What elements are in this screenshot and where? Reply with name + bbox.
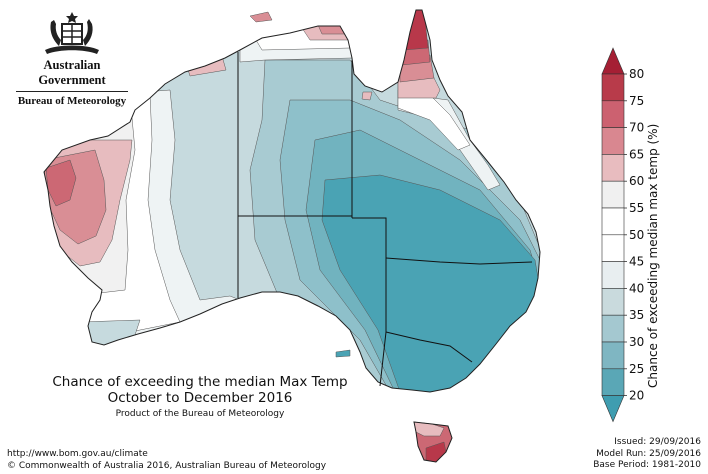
contour-york-55 — [397, 89, 471, 151]
legend-tick-label: 75 — [629, 94, 644, 108]
footer-url: http://www.bom.gov.au/climate — [7, 449, 148, 459]
issued-date: Issued: 29/09/2016 — [614, 437, 701, 447]
legend-tick-label: 50 — [629, 228, 644, 242]
map-credit: Product of the Bureau of Meteorology — [115, 409, 285, 419]
colour-legend: 80 75 70 65 60 55 50 45 40 35 30 25 20 — [601, 47, 644, 423]
legend-arrow-down — [601, 395, 625, 423]
legend-tick-label: 80 — [629, 67, 644, 81]
issue-info: Issued: 29/09/2016 Model Run: 25/09/2016… — [593, 437, 701, 472]
legend-tick-label: 70 — [629, 121, 644, 135]
coastline — [43, 9, 541, 393]
logo-divider — [16, 91, 128, 92]
legend-swatch — [601, 341, 625, 370]
legend-swatch — [601, 154, 625, 182]
legend-swatch — [601, 368, 625, 396]
tasmania-outline — [413, 421, 453, 463]
legend-tick-label: 20 — [629, 389, 644, 403]
kangaroo-island — [335, 349, 351, 358]
legend-swatch — [601, 234, 625, 262]
bom-logo: Australian Government Bureau of Meteorol… — [12, 10, 132, 107]
coat-of-arms-icon — [45, 12, 99, 54]
legend-tick-label: 40 — [629, 281, 644, 295]
legend-tick-label: 30 — [629, 335, 644, 349]
legend-tick-label: 25 — [629, 362, 644, 376]
government-name: Australian Government — [38, 58, 106, 87]
legend-title: Chance of exceeding median max temp (%) — [646, 123, 660, 388]
legend-tick-label: 60 — [629, 174, 644, 188]
bureau-name: Bureau of Meteorology — [17, 95, 127, 107]
legend-swatch — [601, 207, 625, 236]
legend-tick-label: 45 — [629, 255, 644, 269]
contour-east-20 — [321, 174, 540, 392]
legend-swatch — [601, 261, 625, 289]
groote-island — [361, 91, 373, 101]
map-title: Chance of exceeding the median Max Temp — [52, 374, 348, 390]
base-period: Base Period: 1981-2010 — [593, 460, 701, 470]
probability-shading — [43, 9, 541, 463]
border-qld-nsw — [385, 257, 533, 265]
legend-tick-label: 35 — [629, 308, 644, 322]
legend-swatch — [601, 288, 625, 316]
legend-swatch — [601, 100, 625, 128]
melville-island — [249, 11, 273, 23]
legend-arrow-up — [601, 47, 625, 75]
footer-copyright: © Commonwealth of Australia 2016, Austra… — [7, 461, 327, 471]
legend-swatch — [601, 127, 625, 155]
legend-swatch — [601, 73, 625, 102]
border-sa-qld — [352, 217, 387, 258]
legend-swatch — [601, 314, 625, 343]
legend-swatch — [601, 180, 625, 209]
map-period: October to December 2016 — [107, 390, 293, 406]
legend-tick-label: 55 — [629, 201, 644, 215]
border-nsw-vic — [385, 331, 473, 363]
contour-southwest-40 — [79, 319, 141, 351]
legend-tick-label: 65 — [629, 147, 644, 161]
state-borders — [237, 52, 533, 387]
model-run-date: Model Run: 25/09/2016 — [596, 448, 701, 459]
